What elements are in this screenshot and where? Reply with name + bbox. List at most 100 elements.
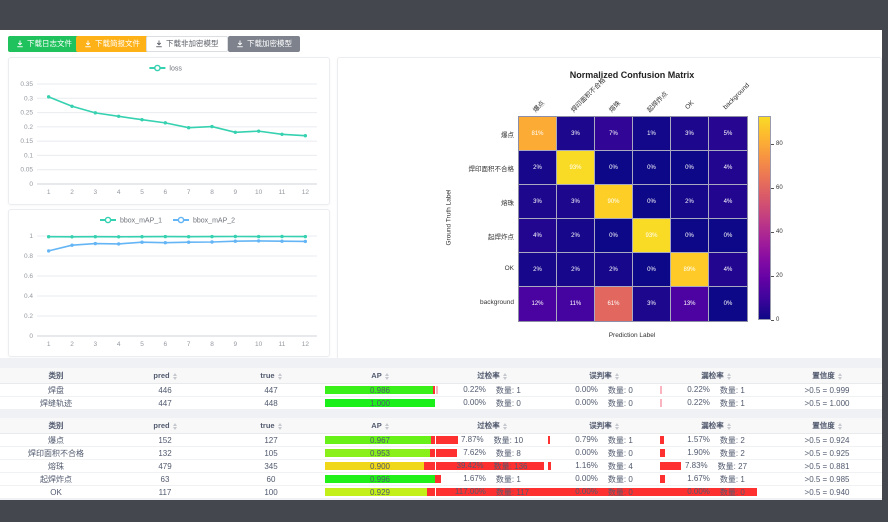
ap-cell: 0.967: [324, 433, 436, 447]
legend-marker-dot[interactable]: [104, 216, 112, 224]
col-header-AP[interactable]: AP: [324, 368, 436, 384]
x-tick-label: 10: [255, 189, 263, 196]
legend-marker-dot[interactable]: [177, 216, 185, 224]
col-header-AP[interactable]: AP: [324, 418, 436, 434]
sort-caret-icon[interactable]: [502, 372, 507, 380]
data-point: [280, 239, 284, 243]
x-tick-label: 9: [234, 341, 238, 348]
download-unencrypted-model-button[interactable]: 下载非加密模型: [146, 36, 228, 52]
data-point: [116, 235, 121, 239]
col-header-过检率[interactable]: 过检率: [436, 418, 548, 434]
col-header-置信度[interactable]: 置信度: [772, 418, 882, 434]
sort-caret-icon[interactable]: [384, 422, 389, 430]
y-tick-label: 0.2: [24, 124, 33, 131]
col-header-误判率[interactable]: 误判率: [548, 418, 660, 434]
matrix-row-label: OK: [504, 265, 514, 272]
confusion-matrix-xlabel: Prediction Label: [608, 332, 656, 339]
col-header-置信度[interactable]: 置信度: [772, 368, 882, 384]
matrix-cell: 13%: [671, 287, 709, 321]
x-tick-label: 1: [47, 189, 51, 196]
pred-cell: 132: [112, 446, 218, 460]
x-tick-label: 11: [279, 341, 286, 348]
sort-caret-icon[interactable]: [837, 422, 842, 430]
matrix-col-label: 起焊炸点: [646, 90, 670, 114]
matrix-cell: 7%: [595, 117, 633, 151]
matrix-cell: 93%: [633, 219, 671, 253]
legend-marker-dot[interactable]: [154, 64, 161, 72]
confusion-matrix-panel: Normalized Confusion Matrix Ground Truth…: [337, 57, 882, 360]
class-name-cell: 爆点: [0, 433, 112, 447]
col-header-漏检率[interactable]: 漏检率: [660, 368, 772, 384]
sort-caret-icon[interactable]: [277, 422, 282, 430]
rate-bar: [548, 462, 552, 470]
rate-value: 0.00% 数量: 0: [575, 384, 633, 395]
sort-caret-icon[interactable]: [614, 372, 619, 380]
data-point: [303, 239, 308, 244]
data-point: [256, 129, 261, 133]
x-tick-label: 12: [302, 189, 310, 196]
legend-item-bbox_mAP_2[interactable]: bbox_mAP_2: [193, 218, 235, 225]
pred-cell: 117: [112, 485, 218, 499]
matrix-row-label: 焊印面积不合格: [468, 166, 515, 173]
col-header-误判率[interactable]: 误判率: [548, 368, 660, 384]
class-name-cell: 焊盘: [0, 383, 112, 397]
table-row: 爆点 152 127 0.967 7.87% 数量: 10 0.79% 数量: 1 1.57% 数…: [0, 433, 882, 447]
rate-value: 1.67% 数量: 1: [687, 473, 745, 484]
rate-value: 39.42% 数量: 136: [456, 460, 528, 471]
download-report-file-button[interactable]: 下载简报文件: [76, 36, 148, 52]
sort-caret-icon[interactable]: [726, 422, 731, 430]
rate-value: 0.22% 数量: 1: [463, 384, 521, 395]
col-header-pred[interactable]: pred: [112, 418, 218, 434]
ap-bar: [325, 436, 432, 444]
y-tick-label: 0.2: [24, 313, 33, 320]
col-header-过检率[interactable]: 过检率: [436, 368, 548, 384]
legend-item-bbox_mAP_1[interactable]: bbox_mAP_1: [120, 218, 162, 225]
col-header-true[interactable]: true: [218, 368, 324, 384]
matrix-cell: 3%: [633, 287, 671, 321]
sort-caret-icon[interactable]: [726, 372, 731, 380]
data-point: [93, 111, 98, 115]
sort-caret-icon[interactable]: [614, 422, 619, 430]
sort-caret-icon[interactable]: [384, 372, 389, 380]
data-point: [303, 234, 308, 239]
legend-item-loss[interactable]: loss: [169, 66, 182, 73]
sort-caret-icon[interactable]: [502, 422, 507, 430]
download-log-file-button[interactable]: 下载日志文件: [8, 36, 80, 52]
matrix-cell: 2%: [671, 185, 709, 219]
data-point: [210, 124, 214, 129]
table-row: OK 117 100 0.929 117.00% 数量: 117 0.00% 数量: 0 0.0…: [0, 485, 882, 499]
over-rate-cell: 0.22% 数量: 1: [436, 383, 548, 397]
col-header-true[interactable]: true: [218, 418, 324, 434]
matrix-col-label: 熔珠: [608, 99, 623, 114]
download-encrypted-model-button[interactable]: 下载加密模型: [228, 36, 300, 52]
class-name-cell: OK: [0, 485, 112, 499]
matrix-cell: 11%: [557, 287, 595, 321]
series-line-bbox_mAP_2: [48, 240, 306, 252]
x-tick-label: 4: [117, 341, 121, 348]
sort-caret-icon[interactable]: [277, 372, 282, 380]
matrix-col-label: OK: [684, 99, 696, 111]
ap-bar: [325, 488, 428, 496]
col-header-pred[interactable]: pred: [112, 368, 218, 384]
matrix-cell: 0%: [709, 287, 747, 321]
colorbar-tick-label: 80: [776, 141, 783, 148]
col-header-漏检率[interactable]: 漏检率: [660, 418, 772, 434]
sort-caret-icon[interactable]: [172, 422, 177, 430]
rate-value: 7.62% 数量: 8: [463, 447, 521, 458]
sort-caret-icon[interactable]: [172, 372, 177, 380]
data-point: [140, 118, 144, 122]
sort-caret-icon[interactable]: [837, 372, 842, 380]
data-point: [233, 239, 238, 243]
matrix-cell: 12%: [519, 287, 557, 321]
colorbar-tick-mark: [771, 319, 774, 321]
ap-value: 0.996: [369, 474, 391, 484]
data-point: [256, 234, 261, 239]
class-name-cell: 焊印面积不合格: [0, 446, 112, 460]
x-tick-label: 7: [187, 189, 191, 196]
matrix-cell: 1%: [633, 117, 671, 151]
class-name-cell: 熔珠: [0, 459, 112, 473]
data-point: [210, 240, 214, 244]
x-tick-label: 10: [255, 341, 263, 348]
misjudge-rate-cell: 0.79% 数量: 1: [548, 433, 660, 447]
tables-area: 类别 pred true AP 过检率 误判率 漏检率 置信度 焊盘 446 447 0.986 0.2…: [0, 358, 882, 500]
